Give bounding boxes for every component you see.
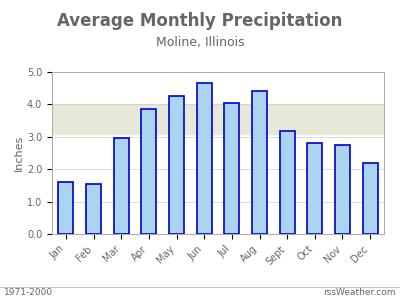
Text: Average Monthly Precipitation: Average Monthly Precipitation <box>57 12 343 30</box>
Bar <box>58 182 74 234</box>
Bar <box>280 131 295 234</box>
Text: 1971-2000: 1971-2000 <box>4 288 53 297</box>
Bar <box>196 83 212 234</box>
Bar <box>114 138 129 234</box>
Bar <box>52 104 384 134</box>
Bar <box>362 163 378 234</box>
Text: rssWeather.com: rssWeather.com <box>324 288 396 297</box>
Bar <box>169 96 184 234</box>
Bar <box>252 92 267 234</box>
Bar <box>307 143 322 234</box>
Bar <box>335 145 350 234</box>
Bar <box>224 103 240 234</box>
Text: Moline, Illinois: Moline, Illinois <box>156 36 244 49</box>
Bar <box>86 184 101 234</box>
Y-axis label: Inches: Inches <box>14 135 24 171</box>
Bar <box>141 109 156 234</box>
